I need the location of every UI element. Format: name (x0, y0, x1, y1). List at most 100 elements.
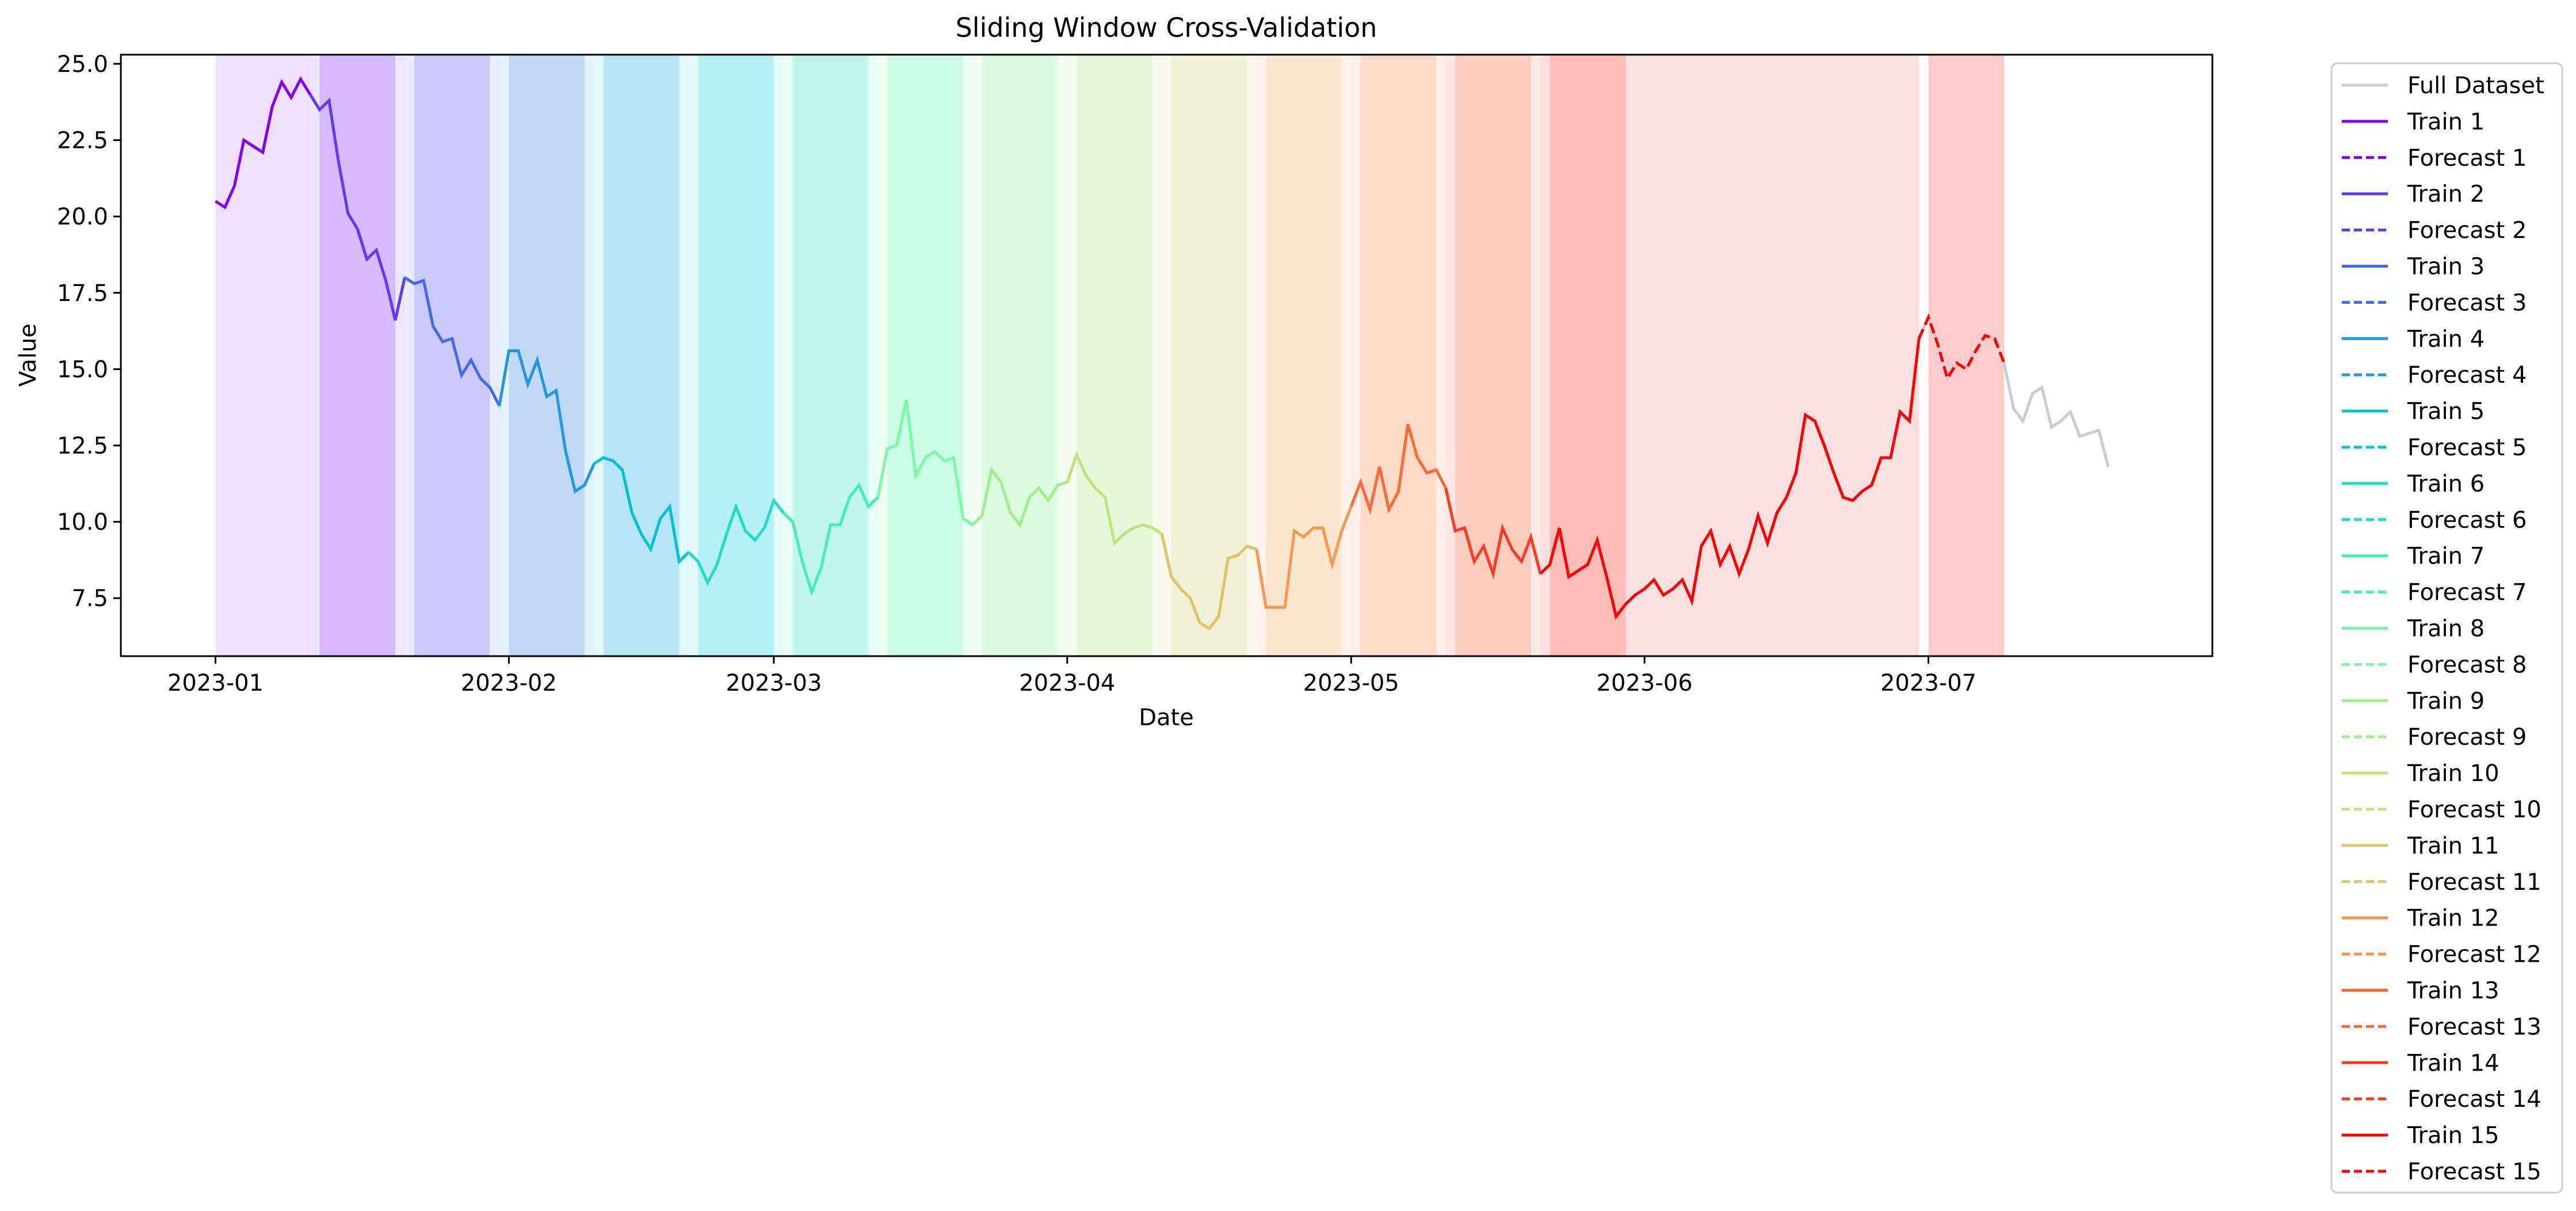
train-line-11 (1160, 534, 1257, 631)
legend-label: Train 15 (2407, 1122, 2499, 1149)
x-tick-label: 2023-01 (167, 670, 264, 696)
y-tick-label: 10.0 (57, 509, 108, 536)
train-span-4 (499, 55, 594, 656)
x-axis-label: Date (1139, 704, 1194, 731)
forecast-span-6 (792, 55, 869, 656)
legend-label: Full Dataset (2407, 73, 2544, 99)
y-tick-label: 17.5 (57, 280, 108, 307)
train-span-11 (1162, 55, 1257, 656)
train-line-9 (971, 466, 1068, 528)
train-span-13 (1351, 55, 1446, 656)
legend-label: Forecast 10 (2407, 797, 2541, 823)
train-line-7 (782, 482, 879, 597)
forecast-span-7 (887, 55, 963, 656)
legend-label: Train 7 (2407, 543, 2485, 570)
train-line-5 (593, 456, 690, 565)
y-tick-label: 7.5 (71, 585, 108, 612)
train-span-5 (594, 55, 689, 656)
forecast-span-5 (698, 55, 774, 656)
legend-label: Train 8 (2407, 616, 2485, 642)
train-span-6 (688, 55, 784, 656)
train-line-1 (215, 76, 312, 210)
y-tick-label: 12.5 (57, 433, 108, 459)
legend-label: Forecast 14 (2407, 1086, 2541, 1113)
legend-label: Train 13 (2407, 978, 2499, 1004)
legend-label: Train 1 (2407, 109, 2485, 135)
legend-label: Train 9 (2407, 688, 2485, 714)
x-tick-label: 2023-03 (726, 670, 822, 696)
legend-label: Train 2 (2407, 181, 2485, 208)
x-tick-label: 2023-06 (1597, 670, 1693, 696)
x-axis: 2023-01 2023-02 2023-03 2023-04 2023-05 2023-… (167, 656, 1976, 696)
y-tick-label: 20.0 (57, 204, 108, 230)
train-span-8 (877, 55, 973, 656)
forecast-span-4 (603, 55, 680, 656)
forecast-span-8 (982, 55, 1058, 656)
legend-label: Train 11 (2407, 833, 2499, 859)
train-line-4 (498, 349, 596, 494)
legend-frame (2330, 62, 2563, 1194)
window-spans (215, 55, 2005, 656)
legend-label: Forecast 15 (2407, 1159, 2541, 1185)
legend-label: Train 5 (2407, 398, 2485, 425)
train-span-12 (1256, 55, 1352, 656)
train-span-3 (404, 55, 499, 656)
legend-label: Forecast 9 (2407, 724, 2527, 751)
x-tick-label: 2023-04 (1019, 670, 1115, 696)
legend-label: Forecast 4 (2407, 362, 2527, 389)
train-line-12 (1255, 506, 1353, 609)
train-line-2 (308, 93, 406, 321)
legend-label: Forecast 3 (2407, 290, 2527, 316)
train-span-1 (215, 55, 310, 656)
train-line-6 (688, 497, 785, 587)
forecast-line-15 (1917, 313, 2006, 382)
legend-label: Forecast 6 (2407, 507, 2527, 534)
legend-label: Forecast 7 (2407, 580, 2527, 606)
plot-frame (120, 54, 2214, 657)
y-tick-label: 15.0 (57, 356, 108, 383)
legend-label: Train 3 (2407, 254, 2485, 280)
legend-label: Train 6 (2407, 471, 2485, 497)
train-line-15 (1539, 338, 1921, 620)
x-tick-label: 2023-07 (1880, 670, 1976, 696)
train-line-10 (1066, 451, 1163, 546)
y-tick-label: 25.0 (57, 51, 108, 78)
train-span-9 (972, 55, 1067, 656)
legend: Full Dataset Train 1 Forecast 1 Train 2 Fore… (2330, 62, 2563, 1194)
forecast-span-12 (1360, 55, 1437, 656)
train-line-3 (404, 276, 501, 407)
legend-label: Train 10 (2407, 760, 2499, 787)
forecast-span-9 (1077, 55, 1152, 656)
forecast-span-2 (414, 55, 490, 656)
series-lines (215, 76, 2110, 631)
train-line-14 (1444, 488, 1542, 580)
legend-label: Forecast 12 (2407, 942, 2541, 968)
forecast-span-1 (319, 55, 395, 656)
legend-label: Forecast 5 (2407, 435, 2527, 461)
train-line-8 (876, 399, 974, 526)
train-span-7 (783, 55, 878, 656)
forecast-span-14 (1550, 55, 1626, 656)
y-axis-label: Value (15, 323, 41, 387)
legend-label: Train 4 (2407, 326, 2485, 352)
legend-label: Forecast 11 (2407, 869, 2541, 896)
train-span-10 (1067, 55, 1162, 656)
y-tick-label: 22.5 (57, 128, 108, 154)
train-span-15 (1540, 55, 1919, 656)
train-span-14 (1445, 55, 1541, 656)
legend-label: Train 12 (2407, 905, 2499, 932)
chart-title: Sliding Window Cross-Validation (956, 12, 1377, 43)
train-line-13 (1349, 424, 1447, 515)
legend-label: Forecast 8 (2407, 652, 2527, 678)
train-span-2 (310, 55, 405, 656)
x-tick-label: 2023-05 (1303, 670, 1399, 696)
legend-label: Train 14 (2407, 1050, 2499, 1076)
legend-label: Forecast 2 (2407, 218, 2527, 244)
y-axis: 7.5 10.0 12.5 15.0 17.5 20.0 22.5 25.0 (57, 51, 121, 612)
legend-label: Forecast 13 (2407, 1014, 2541, 1040)
x-tick-label: 2023-02 (461, 670, 557, 696)
forecast-span-3 (509, 55, 585, 656)
legend-label: Forecast 1 (2407, 145, 2527, 172)
